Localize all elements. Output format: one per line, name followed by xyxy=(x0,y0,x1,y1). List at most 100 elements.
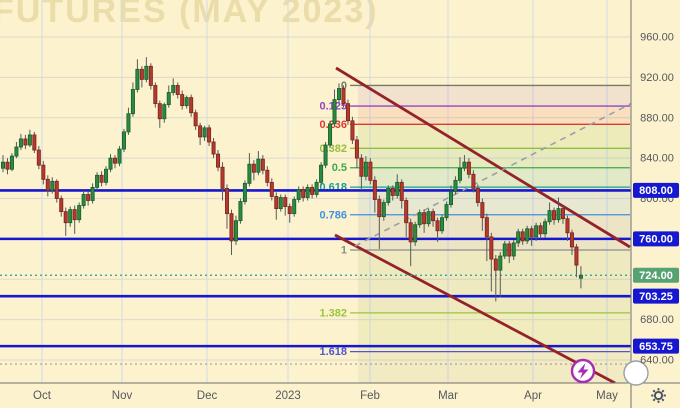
lightning-marker-icon[interactable] xyxy=(570,358,596,384)
price-tick-label: 680.00 xyxy=(640,314,674,326)
candle-body xyxy=(377,199,382,218)
candle-body xyxy=(216,153,221,168)
candle-body xyxy=(381,202,386,218)
candle-body xyxy=(27,134,32,146)
candle-body xyxy=(242,182,247,202)
candle-body xyxy=(45,178,50,191)
candle-body xyxy=(126,113,131,133)
channel-lower-trendline[interactable] xyxy=(334,233,616,383)
settings-gear-button[interactable] xyxy=(637,384,679,407)
candle-body xyxy=(207,127,212,143)
candle-body xyxy=(332,99,337,125)
candle-body xyxy=(198,125,203,138)
candle-body xyxy=(14,146,19,157)
candle-body xyxy=(543,221,548,235)
candle-body xyxy=(323,144,328,166)
candle-body xyxy=(372,179,377,200)
candle-body xyxy=(36,149,41,166)
price-badge xyxy=(633,288,679,304)
candle-body xyxy=(95,174,100,188)
time-axis[interactable] xyxy=(0,383,631,408)
candle-body xyxy=(117,148,122,164)
time-axis-label: May xyxy=(596,390,618,402)
candle-body xyxy=(233,220,238,242)
candle-body xyxy=(493,258,498,271)
candle-body xyxy=(444,204,449,219)
candle-body xyxy=(561,208,566,220)
candle-body xyxy=(404,200,409,224)
candle-body xyxy=(63,211,68,224)
candle-body xyxy=(189,97,194,114)
candle-body xyxy=(162,104,167,120)
time-axis-label: Feb xyxy=(360,390,380,402)
candle-body xyxy=(54,180,59,199)
candle-body xyxy=(269,181,274,197)
candle-body xyxy=(363,161,368,177)
chart-plot-area[interactable] xyxy=(0,0,631,383)
fib-level-label: 1.618 xyxy=(319,346,347,358)
candle-body xyxy=(448,191,453,205)
candle-body xyxy=(498,255,503,271)
candle-body xyxy=(565,218,570,234)
candle-body xyxy=(135,68,140,90)
candle-body xyxy=(238,201,243,222)
candle-body xyxy=(9,155,14,170)
candle-body xyxy=(108,157,113,170)
candle-body xyxy=(72,209,77,221)
candle-body xyxy=(139,68,144,80)
candle-body xyxy=(81,194,86,206)
white-circle-marker[interactable] xyxy=(623,360,649,386)
candle-body xyxy=(278,197,283,209)
candle-body xyxy=(569,232,574,248)
candle-body xyxy=(180,94,185,107)
time-axis-label: Nov xyxy=(112,390,133,402)
channel-upper-trendline[interactable] xyxy=(335,66,631,249)
candle-body xyxy=(529,228,534,238)
candle-body xyxy=(113,157,118,164)
candle-body xyxy=(144,65,149,80)
candle-body xyxy=(511,242,516,257)
lightning-bolt-glyph xyxy=(577,363,589,379)
price-axis[interactable] xyxy=(631,0,680,383)
candle-body xyxy=(345,103,350,122)
candle-body xyxy=(556,208,561,221)
candle-body xyxy=(520,231,525,242)
candle-body xyxy=(525,228,530,242)
time-axis-label: Apr xyxy=(524,390,542,402)
candle-body xyxy=(390,188,395,196)
price-badge-label: 703.25 xyxy=(639,291,673,303)
candle-body xyxy=(287,206,292,215)
candle-body xyxy=(422,212,427,225)
candle-body xyxy=(502,243,507,257)
candle-body xyxy=(193,112,198,127)
candle-body xyxy=(328,123,333,146)
candle-body xyxy=(484,217,489,238)
time-axis-label: Mar xyxy=(438,390,458,402)
fib-level-label: 0.786 xyxy=(319,209,347,221)
candle-body xyxy=(534,225,539,238)
candle-body xyxy=(417,212,422,226)
candle-body xyxy=(305,186,310,198)
candle-body xyxy=(457,167,462,181)
price-badge-label: 724.00 xyxy=(639,270,673,282)
candle-body xyxy=(359,157,364,177)
candle-body xyxy=(314,181,319,195)
fib-level-label: 1.382 xyxy=(319,307,347,319)
candle-body xyxy=(440,217,445,232)
price-badge xyxy=(633,231,679,247)
gear-icon xyxy=(650,388,666,403)
candle-body xyxy=(224,188,229,215)
candle-body xyxy=(184,97,189,107)
candle-body xyxy=(466,161,471,175)
candle-body xyxy=(301,189,306,198)
ascending-dashed-trendline[interactable] xyxy=(354,102,634,247)
candle-body xyxy=(220,166,225,189)
candle-body xyxy=(166,92,171,106)
fib-level-label: 0.5 xyxy=(332,162,347,174)
candle-body xyxy=(368,161,373,181)
candle-body xyxy=(171,85,176,93)
price-tick-label: 960.00 xyxy=(640,32,674,44)
candle-body xyxy=(104,168,109,183)
candle-body xyxy=(130,89,135,115)
